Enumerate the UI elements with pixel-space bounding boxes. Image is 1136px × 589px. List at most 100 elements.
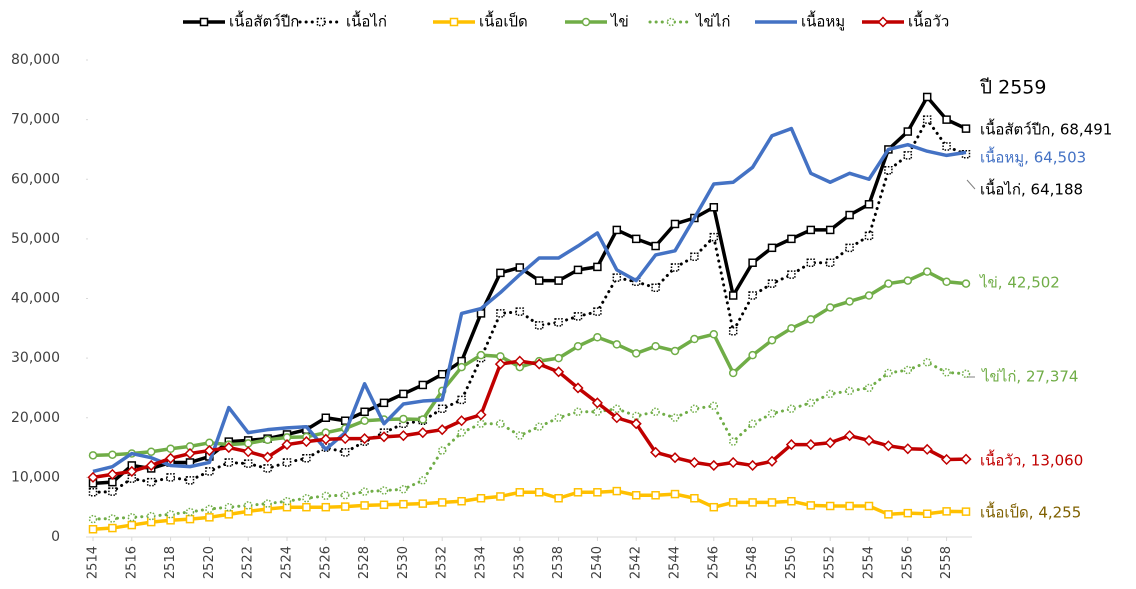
- marker: [767, 498, 777, 507]
- marker: [166, 510, 175, 519]
- marker: [902, 443, 914, 455]
- x-tick-label: 2550: [784, 546, 799, 579]
- marker: [787, 234, 796, 244]
- marker: [845, 243, 854, 253]
- legend-label: เนื้อวัว: [908, 11, 949, 31]
- end-label: เนื้อไก่, 64,188: [980, 179, 1083, 199]
- marker: [766, 455, 778, 467]
- marker: [903, 276, 913, 285]
- marker: [223, 442, 235, 454]
- marker: [961, 369, 971, 379]
- marker: [864, 291, 874, 300]
- end-label: เนื้อหมู, 64,503: [980, 147, 1086, 167]
- marker: [593, 488, 602, 497]
- marker: [748, 498, 757, 507]
- marker: [806, 258, 816, 267]
- marker: [88, 524, 98, 534]
- y-tick-label: 30,000: [11, 350, 60, 366]
- marker: [534, 422, 544, 431]
- marker: [922, 115, 932, 124]
- marker: [651, 491, 660, 500]
- x-tick-label: 2546: [706, 546, 721, 579]
- marker: [224, 502, 234, 512]
- marker: [87, 471, 99, 483]
- marker: [825, 303, 835, 312]
- marker: [418, 380, 428, 390]
- marker: [670, 219, 680, 229]
- marker: [127, 520, 137, 530]
- marker: [787, 270, 796, 279]
- marker: [785, 439, 797, 451]
- end-label: ไข่, 42,502: [979, 274, 1060, 292]
- marker: [379, 398, 389, 408]
- marker: [205, 513, 214, 522]
- marker: [942, 142, 951, 151]
- marker: [670, 489, 680, 499]
- marker: [960, 453, 972, 465]
- marker: [281, 439, 293, 451]
- marker: [612, 340, 622, 349]
- y-tick-label: 0: [51, 529, 60, 545]
- series: [88, 358, 971, 524]
- marker: [360, 501, 369, 510]
- x-tick-label: 2542: [629, 546, 644, 579]
- marker: [728, 368, 738, 378]
- marker: [302, 502, 311, 512]
- marker: [942, 368, 951, 377]
- end-label: เนื้อสัตว์ปีก, 68,491: [980, 119, 1112, 139]
- marker: [457, 362, 466, 372]
- marker: [581, 17, 591, 27]
- marker: [747, 459, 759, 472]
- marker: [844, 430, 856, 442]
- marker: [593, 262, 602, 272]
- marker: [824, 437, 836, 449]
- marker: [903, 365, 913, 375]
- marker: [825, 258, 835, 267]
- marker: [727, 456, 739, 469]
- marker: [573, 341, 583, 351]
- marker: [417, 427, 429, 439]
- marker: [243, 507, 253, 516]
- marker: [941, 453, 953, 466]
- marker: [845, 501, 854, 511]
- marker: [922, 358, 932, 367]
- marker: [263, 435, 272, 445]
- marker: [457, 496, 466, 506]
- marker: [242, 446, 254, 458]
- marker: [708, 459, 720, 472]
- marker: [108, 523, 117, 533]
- marker: [496, 309, 505, 318]
- leader-line: [966, 179, 976, 190]
- marker: [476, 419, 486, 428]
- x-tick-label: 2514: [86, 546, 101, 579]
- marker: [533, 358, 545, 370]
- marker: [728, 498, 738, 507]
- marker: [903, 508, 913, 518]
- marker: [670, 346, 680, 356]
- y-tick-label: 50,000: [11, 231, 60, 247]
- marker: [554, 276, 563, 285]
- series: [87, 355, 972, 483]
- marker: [146, 517, 156, 527]
- marker: [864, 501, 874, 511]
- marker: [205, 467, 214, 476]
- x-tick-label: 2538: [551, 546, 566, 579]
- marker: [612, 225, 622, 235]
- x-tick-label: 2558: [939, 546, 954, 579]
- marker: [961, 279, 971, 288]
- marker: [767, 243, 777, 253]
- marker: [185, 507, 195, 517]
- marker: [806, 398, 816, 408]
- marker: [921, 443, 933, 455]
- marker: [243, 459, 253, 468]
- marker: [554, 413, 563, 422]
- marker: [437, 446, 447, 455]
- marker: [748, 350, 757, 360]
- marker: [573, 265, 583, 275]
- marker: [612, 404, 622, 414]
- marker: [650, 446, 662, 458]
- x-tick-label: 2544: [668, 546, 683, 579]
- marker: [922, 92, 932, 102]
- marker: [263, 499, 272, 508]
- marker: [359, 433, 371, 445]
